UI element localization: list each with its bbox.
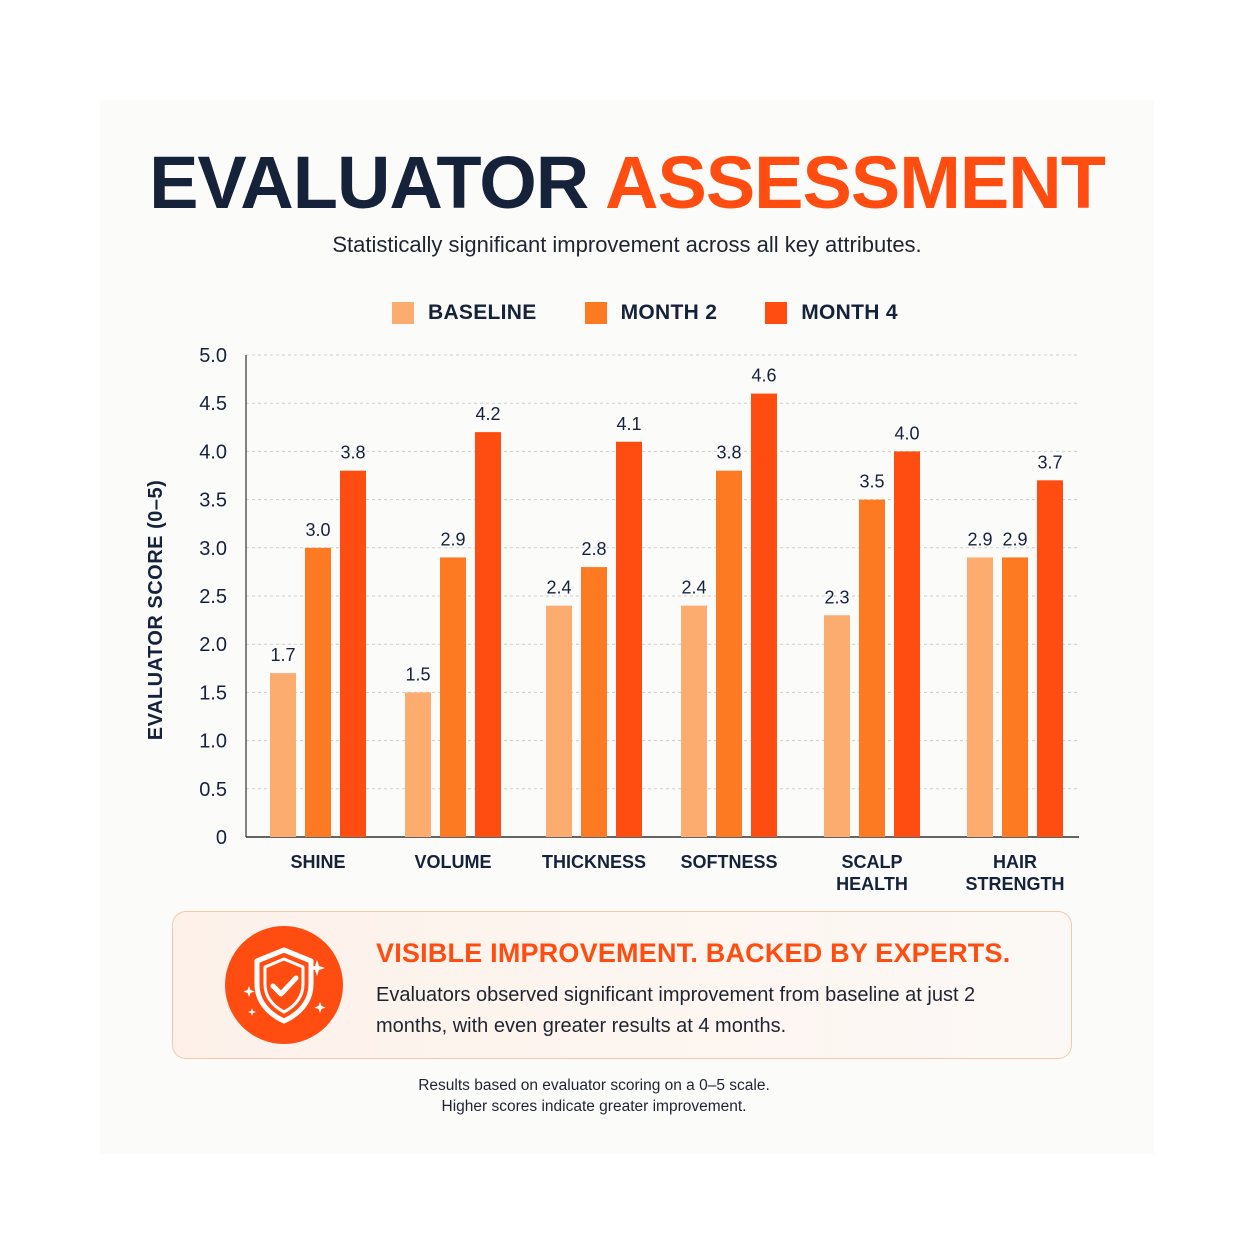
legend-swatch-month-2 xyxy=(584,302,607,324)
data-label-baseline: 2.3 xyxy=(824,587,849,607)
title-part-2: ASSESSMENT xyxy=(605,141,1106,224)
y-axis-title: EVALUATOR SCORE (0–5) xyxy=(145,480,167,741)
y-tick-label: 1.0 xyxy=(199,731,227,753)
data-label-month-4: 4.6 xyxy=(751,366,776,386)
y-tick-label: 2.0 xyxy=(199,634,227,656)
legend-label-month-4: MONTH 4 xyxy=(801,301,898,324)
bar-baseline xyxy=(405,692,431,837)
data-label-month-4: 3.7 xyxy=(1037,452,1062,472)
bar-month-4 xyxy=(616,441,642,837)
x-tick-label: STRENGTH xyxy=(966,874,1065,894)
legend-item-month-2: MONTH 2 xyxy=(584,301,718,325)
data-label-month-2: 3.8 xyxy=(716,443,741,463)
legend-swatch-baseline xyxy=(392,302,414,324)
data-label-baseline: 2.4 xyxy=(681,578,706,598)
shield-check-icon xyxy=(243,947,326,1024)
footnote-line-1: Results based on evaluator scoring on a … xyxy=(418,1077,770,1094)
y-tick-label: 2.5 xyxy=(199,586,227,608)
data-label-month-2: 3.0 xyxy=(305,520,330,540)
data-label-month-4: 4.0 xyxy=(894,423,919,443)
bar-baseline xyxy=(546,605,572,837)
callout-title: VISIBLE IMPROVEMENT. BACKED BY EXPERTS. xyxy=(376,938,1011,968)
callout-box: VISIBLE IMPROVEMENT. BACKED BY EXPERTS. … xyxy=(172,911,1072,1059)
y-tick-label: 4.0 xyxy=(199,441,227,463)
x-tick-label: THICKNESS xyxy=(542,852,646,872)
title-part-1: EVALUATOR xyxy=(149,141,589,224)
data-label-month-2: 2.9 xyxy=(1002,529,1027,549)
x-tick-label: SOFTNESS xyxy=(680,852,777,872)
data-label-baseline: 2.9 xyxy=(967,529,992,549)
data-label-month-4: 3.8 xyxy=(340,443,365,463)
data-label-month-2: 2.8 xyxy=(581,539,606,559)
bar-month-4 xyxy=(475,432,501,837)
legend-swatch-month-4 xyxy=(765,302,788,324)
page-subtitle: Statistically significant improvement ac… xyxy=(332,232,922,257)
y-tick-label: 1.5 xyxy=(199,682,227,704)
legend-item-month-4: MONTH 4 xyxy=(765,301,898,325)
footnote-line-2: Higher scores indicate greater improveme… xyxy=(441,1098,747,1115)
legend-item-baseline: BASELINE xyxy=(392,301,537,325)
bar-baseline xyxy=(967,557,993,837)
bar-month-2 xyxy=(716,470,742,837)
bar-baseline xyxy=(270,673,296,837)
y-tick-label: 5.0 xyxy=(199,345,227,367)
bar-month-2 xyxy=(581,567,607,837)
bar-month-2 xyxy=(1002,557,1028,837)
y-tick-label: 0.5 xyxy=(199,779,227,801)
bar-month-4 xyxy=(1037,480,1063,837)
data-label-month-2: 2.9 xyxy=(440,529,465,549)
data-label-month-2: 3.5 xyxy=(859,472,884,492)
data-label-baseline: 1.5 xyxy=(405,664,430,684)
y-tick-label: 0 xyxy=(216,827,227,849)
footnote: Results based on evaluator scoring on a … xyxy=(0,1075,1188,1117)
data-label-month-4: 4.2 xyxy=(475,404,500,424)
legend-label-month-2: MONTH 2 xyxy=(620,301,718,324)
bar-month-2 xyxy=(305,547,331,837)
bar-chart: 0 0.5 1.0 1.5 2.0 2.5 3.0 3.5 4.0 4.5 5.0 EVALUATOR… xyxy=(145,345,1079,894)
x-tick-label: HAIR xyxy=(993,852,1037,872)
x-tick-label: SHINE xyxy=(290,852,345,872)
bar-baseline xyxy=(681,605,707,837)
badge-circle xyxy=(225,926,343,1044)
bar-month-2 xyxy=(440,557,466,837)
x-tick-label: SCALP xyxy=(841,852,902,872)
y-tick-label: 4.5 xyxy=(199,393,227,415)
x-tick-label: HEALTH xyxy=(836,874,908,894)
bar-month-4 xyxy=(751,393,777,837)
y-tick-label: 3.0 xyxy=(199,538,227,560)
legend-label-baseline: BASELINE xyxy=(428,301,537,324)
data-label-baseline: 1.7 xyxy=(270,645,295,665)
bar-baseline xyxy=(824,615,850,837)
bar-month-4 xyxy=(340,470,366,837)
y-tick-label: 3.5 xyxy=(199,490,227,512)
data-label-baseline: 2.4 xyxy=(546,578,571,598)
chart-legend: BASELINE MONTH 2 MONTH 4 xyxy=(392,298,946,328)
x-tick-label: VOLUME xyxy=(414,852,491,872)
page-title: EVALUATOR ASSESSMENT xyxy=(0,138,1254,228)
data-label-month-4: 4.1 xyxy=(616,414,641,434)
callout-body: Evaluators observed significant improvem… xyxy=(376,984,976,1037)
bar-month-4 xyxy=(894,451,920,837)
bar-month-2 xyxy=(859,499,885,837)
